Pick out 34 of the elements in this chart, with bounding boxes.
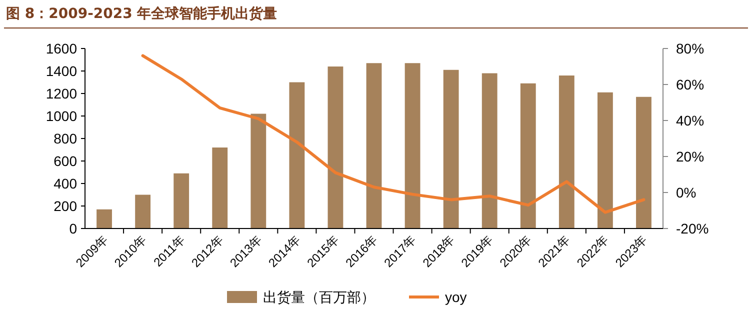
legend-label: yoy (445, 289, 467, 305)
y-tick-label: 200 (54, 198, 78, 214)
y2-tick-label: 40% (676, 112, 704, 128)
bar (96, 209, 112, 228)
y-tick-label: 1000 (46, 108, 78, 124)
y-tick-label: 400 (54, 176, 78, 192)
bar (404, 63, 420, 228)
y2-tick-label: 20% (676, 148, 704, 164)
bar (636, 96, 652, 228)
bar (482, 73, 498, 228)
y2-tick-label: -20% (676, 220, 709, 236)
chart-title: 图 8：2009-2023 年全球智能手机出货量 (6, 5, 278, 22)
bar (597, 92, 613, 228)
y-tick-label: 1200 (46, 86, 78, 102)
y-tick-label: 800 (54, 130, 78, 146)
legend-label: 出货量（百万部） (263, 289, 375, 305)
bar (366, 63, 382, 228)
bar (135, 194, 151, 228)
bar (328, 66, 344, 228)
bar (443, 70, 459, 228)
y-tick-label: 1600 (46, 40, 78, 56)
bar (558, 76, 574, 228)
line-series (141, 54, 646, 214)
y2-tick-label: 80% (676, 40, 704, 56)
bar (174, 173, 190, 228)
y-tick-label: 0 (69, 220, 78, 236)
y2-tick-label: 60% (676, 76, 704, 92)
bar (289, 82, 305, 228)
y-tick-label: 600 (54, 153, 78, 169)
bar (212, 148, 228, 228)
y-tick-label: 1400 (46, 63, 78, 79)
y2-tick-label: 0% (676, 184, 696, 200)
bar (250, 114, 266, 228)
bar (520, 83, 536, 228)
